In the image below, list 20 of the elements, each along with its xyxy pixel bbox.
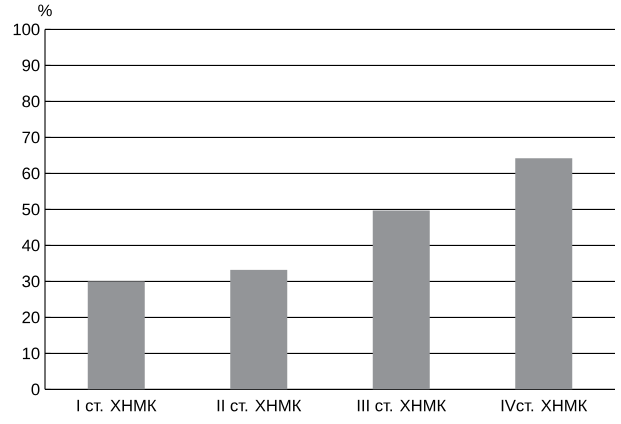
y-axis-title: % [38, 4, 52, 16]
x-tick-label: III ст. ХНМК [358, 400, 446, 412]
bar [372, 210, 430, 390]
y-tick-label: 60 [22, 167, 40, 180]
y-tick-label: 100 [14, 23, 40, 36]
y-tick-label: 20 [22, 311, 40, 324]
y-tick-label: 40 [22, 239, 40, 252]
bar [230, 270, 288, 390]
bar [515, 158, 572, 390]
x-tick-label: IVст. ХНМК [502, 400, 588, 412]
bar [88, 281, 145, 390]
x-tick-label: I ст. ХНМК [77, 400, 156, 412]
x-tick-label: II ст. ХНМК [218, 400, 302, 412]
y-tick-label: 50 [22, 203, 40, 216]
y-tick-label: 10 [22, 347, 40, 360]
y-tick-label: 30 [22, 275, 40, 288]
y-tick-label: 70 [22, 131, 40, 144]
y-tick-label: 0 [32, 383, 40, 396]
y-tick-label: 90 [22, 59, 40, 72]
y-tick-label: 80 [22, 95, 40, 108]
